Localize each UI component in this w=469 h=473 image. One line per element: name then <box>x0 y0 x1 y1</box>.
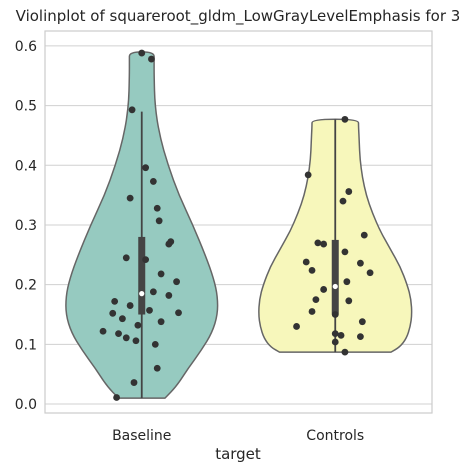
data-point <box>157 318 165 326</box>
data-point <box>173 278 180 286</box>
data-point <box>320 240 328 248</box>
y-tick-label: 0.5 <box>15 99 37 115</box>
y-tick-label: 0.3 <box>15 218 37 234</box>
data-point <box>122 334 130 342</box>
data-point <box>132 337 140 345</box>
iqr-box-controls <box>331 239 339 315</box>
data-point <box>366 269 374 277</box>
data-point <box>111 297 119 305</box>
data-point <box>343 278 351 286</box>
plot-frame <box>44 30 433 414</box>
data-point <box>345 297 353 305</box>
y-axis-ticks: 0.0 0.1 0.2 0.3 0.4 0.5 0.6 <box>15 39 37 413</box>
data-point <box>138 49 146 57</box>
data-point <box>304 171 312 179</box>
data-point <box>99 327 107 335</box>
data-point <box>357 333 364 340</box>
data-point <box>293 323 300 330</box>
data-point <box>357 259 364 267</box>
data-point <box>113 394 120 401</box>
data-point <box>165 292 173 299</box>
data-point <box>302 258 310 266</box>
data-point <box>142 164 150 172</box>
x-tick-label: Baseline <box>112 428 171 444</box>
data-point <box>130 379 138 386</box>
data-point <box>149 178 157 185</box>
data-point <box>155 217 163 225</box>
data-point <box>148 55 155 63</box>
data-point <box>175 309 182 317</box>
data-point <box>165 240 173 248</box>
data-point <box>134 321 142 329</box>
data-point <box>339 197 347 205</box>
data-point <box>126 302 134 309</box>
iqr-box-baseline <box>138 236 146 315</box>
data-point <box>128 106 136 114</box>
y-tick-label: 0.1 <box>15 337 37 353</box>
data-point <box>331 311 339 318</box>
chart-title: Violinplot of squareroot_gldm_LowGrayLev… <box>16 7 461 26</box>
median-marker-controls <box>332 283 338 290</box>
x-axis-ticks: Baseline Controls <box>112 428 364 444</box>
data-point <box>115 330 122 338</box>
x-tick-label: Controls <box>306 428 364 444</box>
y-tick-label: 0.6 <box>15 39 37 55</box>
data-point <box>341 348 349 356</box>
y-tick-label: 0.0 <box>15 397 37 413</box>
data-point <box>331 330 339 338</box>
data-point <box>358 318 366 326</box>
data-point <box>157 270 165 278</box>
data-point <box>126 194 134 202</box>
data-point <box>149 288 157 296</box>
data-point <box>109 309 117 317</box>
y-tick-label: 0.2 <box>15 278 37 294</box>
data-point <box>345 188 353 195</box>
data-point <box>122 254 130 262</box>
data-point <box>312 296 320 303</box>
data-point <box>360 231 368 239</box>
median-marker-baseline <box>139 291 145 297</box>
data-point <box>314 239 322 247</box>
data-point <box>308 266 316 274</box>
data-point <box>151 340 159 348</box>
data-point <box>153 204 161 212</box>
data-point <box>308 308 316 315</box>
data-point <box>153 364 161 372</box>
data-points <box>99 49 374 401</box>
data-point <box>341 115 349 123</box>
data-point <box>142 256 150 264</box>
data-point <box>337 332 345 339</box>
data-point <box>146 306 153 314</box>
data-point <box>341 248 349 256</box>
data-point <box>331 338 339 346</box>
x-axis-label: target <box>215 445 261 463</box>
data-point <box>320 286 328 293</box>
data-point <box>119 315 126 323</box>
y-tick-label: 0.4 <box>15 158 37 174</box>
